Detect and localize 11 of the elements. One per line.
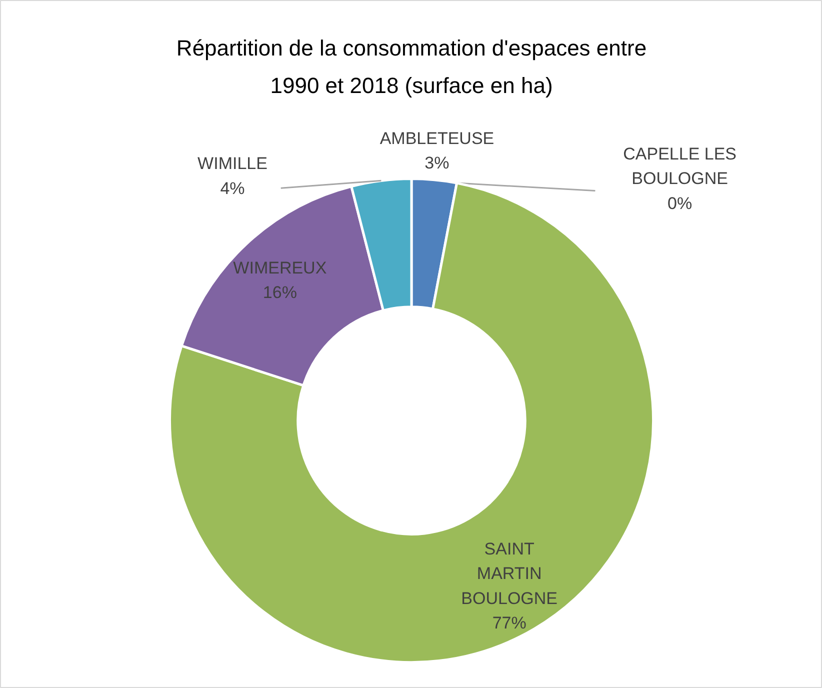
category-label: CAPELLE LES BOULOGNE xyxy=(623,144,737,188)
data-label: 77% xyxy=(492,614,526,633)
data-label: 3% xyxy=(424,154,450,173)
text: 0% xyxy=(668,194,692,213)
slice-label: WIMILLE xyxy=(198,154,268,174)
data-label: 4% xyxy=(220,178,245,198)
data-label: 16% xyxy=(262,283,297,302)
slice-label: AMBLETEUSE xyxy=(380,129,494,148)
slice-label: SAINT MARTIN BOULOGNE xyxy=(461,539,558,608)
slice-label: WIMEREUX xyxy=(233,258,327,278)
chart-title: Répartition de la consommation d'espaces entre 1990 et 2018 (surface en ha) xyxy=(176,36,647,98)
